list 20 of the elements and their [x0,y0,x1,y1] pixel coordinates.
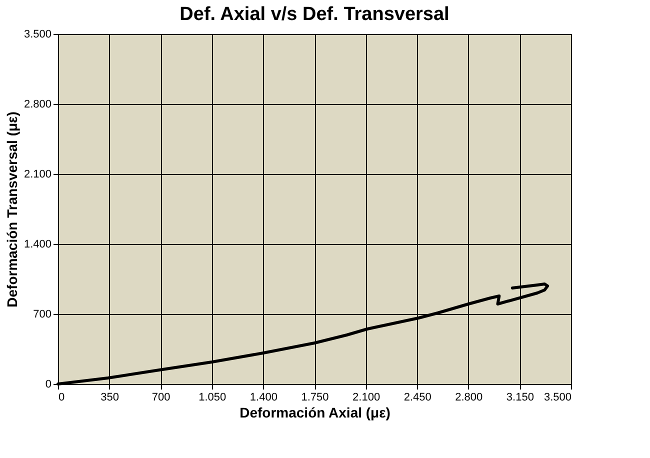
x-tick-label: 2.100 [352,392,380,404]
y-tick-label: 0 [45,378,52,390]
y-tick-label: 3.500 [24,28,52,40]
y-axis-title: Deformación Transversal (με) [4,112,20,308]
x-tick-label: 1.400 [250,392,278,404]
y-tick-label: 2.800 [24,98,52,110]
chart-title: Def. Axial v/s Def. Transversal [180,4,450,25]
x-tick-label: 1.050 [198,392,226,404]
x-tick-label: 700 [152,392,170,404]
x-tick-label: 2.450 [404,392,432,404]
x-tick-label: 0 [58,392,65,404]
y-tick-label: 2.100 [24,168,52,180]
x-tick-label: 3.500 [544,392,572,404]
x-tick-label: 350 [100,392,119,404]
x-tick-label: 2.800 [455,392,483,404]
x-axis-title: Deformación Axial (με) [240,404,390,420]
x-tick-label: 1.750 [301,392,329,404]
y-tick-label: 700 [33,308,52,320]
x-tick-label: 3.150 [506,392,534,404]
y-tick-label: 1.400 [24,238,52,250]
